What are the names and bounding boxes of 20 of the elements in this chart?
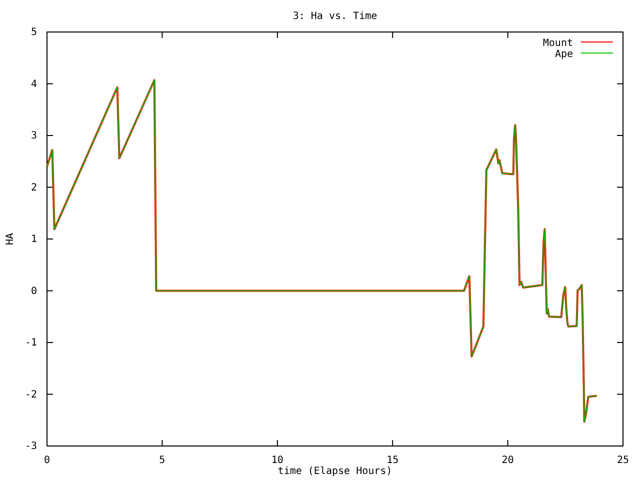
- x-tick-label: 15: [386, 455, 399, 466]
- x-tick-label: 25: [616, 455, 630, 466]
- x-tick-label: 5: [159, 455, 166, 466]
- y-axis-title: HA: [5, 232, 16, 246]
- y-tick-label: 0: [30, 286, 37, 297]
- y-tick-label: 1: [30, 234, 37, 246]
- y-tick-label: 5: [30, 27, 37, 38]
- y-tick-label: -1: [24, 338, 37, 349]
- legend-label: Mount: [542, 38, 573, 49]
- x-tick-label: 0: [44, 455, 50, 466]
- y-tick-label: 4: [30, 78, 37, 90]
- legend-label: Ape: [554, 49, 573, 60]
- y-tick-label: -2: [24, 389, 37, 400]
- y-tick-label: 3: [30, 130, 37, 142]
- x-tick-label: 20: [502, 455, 514, 466]
- y-tick-label: -3: [24, 441, 37, 452]
- chart-title: 3: Ha vs. Time: [292, 11, 378, 22]
- x-axis-title: time (Elapse Hours): [278, 466, 392, 477]
- y-tick-label: 2: [30, 182, 37, 194]
- x-tick-label: 10: [271, 455, 284, 466]
